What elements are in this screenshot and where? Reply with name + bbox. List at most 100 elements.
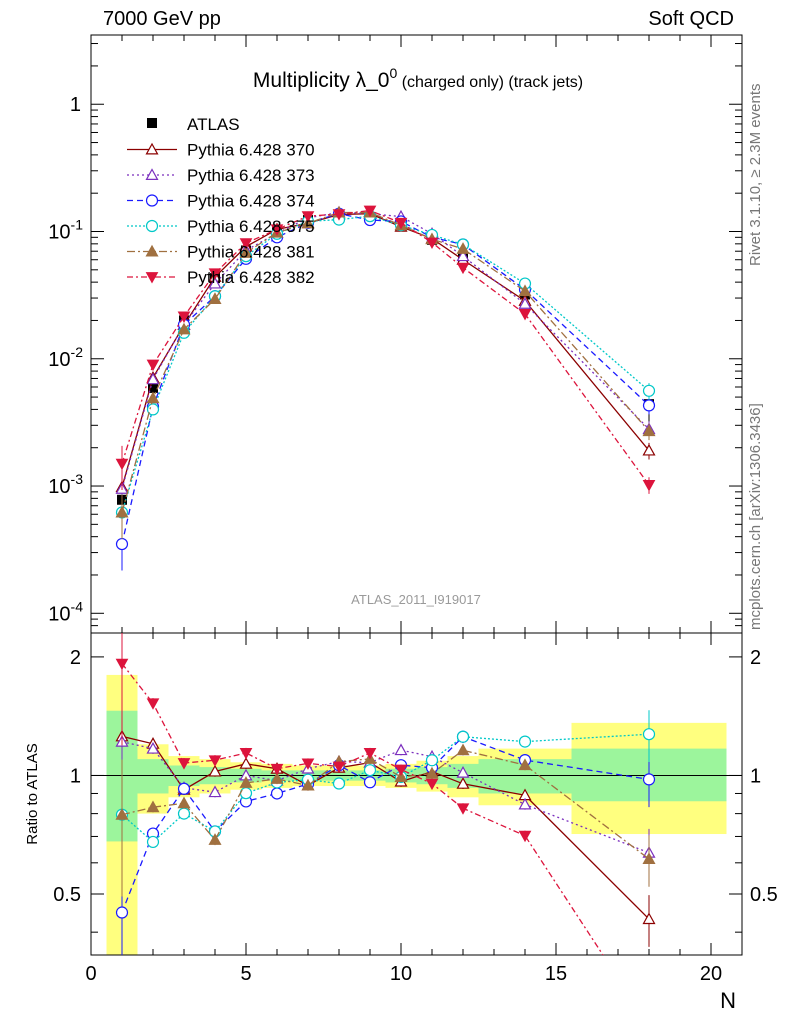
series-ratio-point bbox=[208, 785, 222, 798]
chart-title-main: Multiplicity λ_0 bbox=[253, 69, 390, 92]
series-data-point bbox=[456, 262, 470, 275]
series-ratio-point bbox=[177, 796, 191, 809]
tick-base: 10 bbox=[48, 603, 70, 625]
legend-marker bbox=[145, 168, 159, 180]
series-ratio-point bbox=[394, 764, 408, 777]
series-ratio-point bbox=[518, 758, 532, 771]
tick-exponent: -2 bbox=[71, 344, 84, 360]
tick-exponent: -4 bbox=[71, 598, 84, 614]
series-ratio-point bbox=[115, 807, 129, 820]
x-tick-label: 5 bbox=[240, 963, 251, 985]
series-data-point bbox=[456, 249, 470, 262]
x-tick-label: 0 bbox=[85, 963, 96, 985]
series-data-point bbox=[642, 384, 656, 397]
series-ratio-point bbox=[239, 787, 253, 800]
legend-label: Pythia 6.428 382 bbox=[187, 268, 315, 287]
legend-label: Pythia 6.428 374 bbox=[187, 192, 315, 211]
chart-title-superscript: 0 bbox=[389, 65, 397, 81]
series-ratio-point bbox=[146, 741, 160, 754]
series-data-point bbox=[518, 284, 532, 297]
series-line-ratio bbox=[121, 749, 650, 860]
series-data-point bbox=[146, 359, 160, 372]
rivet-version-label: Rivet 3.1.10, ≥ 2.3M events bbox=[747, 83, 764, 267]
series-ratio-point bbox=[115, 658, 129, 671]
ratio-plot-frame bbox=[90, 632, 743, 956]
series-ratio-point bbox=[332, 777, 346, 790]
legend-marker bbox=[145, 244, 159, 257]
y-tick-label-ratio-left: 2 bbox=[70, 647, 81, 669]
series-data-point bbox=[456, 242, 470, 254]
series-ratio-point bbox=[208, 833, 222, 845]
series-data-point bbox=[177, 311, 191, 323]
series-data-point bbox=[363, 205, 377, 218]
tick-exponent: -3 bbox=[71, 471, 84, 487]
series-ratio-point bbox=[208, 764, 222, 777]
series-data-point bbox=[115, 505, 129, 518]
legend-label: Pythia 6.428 375 bbox=[187, 217, 315, 236]
collision-energy-label: 7000 GeV pp bbox=[103, 8, 221, 30]
y-tick-label-ratio-right: 1 bbox=[750, 765, 761, 787]
series-ratio-point bbox=[270, 772, 284, 784]
series-ratio-point bbox=[642, 773, 656, 786]
x-tick-label: 20 bbox=[700, 963, 722, 985]
series-ratio-point bbox=[425, 754, 439, 767]
series-ratio-point bbox=[456, 730, 470, 743]
legend-marker bbox=[145, 194, 159, 207]
x-tick-label: 10 bbox=[390, 963, 412, 985]
series-ratio-point bbox=[456, 803, 470, 815]
series-data-point bbox=[208, 276, 222, 289]
series-line-main bbox=[121, 213, 650, 545]
series-data-point bbox=[115, 458, 129, 471]
series-data-point bbox=[332, 209, 346, 221]
y-tick-label-main: 10-4 bbox=[48, 598, 83, 625]
series-data-point bbox=[301, 216, 315, 229]
series-ratio-point bbox=[456, 766, 470, 778]
legend-marker bbox=[145, 219, 159, 233]
legend-label: Pythia 6.428 381 bbox=[187, 243, 315, 262]
series-main-5 bbox=[115, 205, 656, 494]
series-data-point bbox=[642, 399, 656, 412]
series-data-point bbox=[208, 292, 222, 304]
series-line-ratio bbox=[121, 663, 604, 955]
series-ratio-point bbox=[518, 830, 532, 843]
series-ratio-point bbox=[177, 782, 191, 795]
series-ratio-point bbox=[115, 906, 129, 919]
legend-label-reference: ATLAS bbox=[187, 115, 240, 134]
reference-series-points bbox=[117, 212, 654, 562]
y-tick-label-ratio-right: 0.5 bbox=[750, 884, 778, 906]
series-ratio-point bbox=[363, 776, 377, 789]
legend-marker-reference bbox=[147, 118, 157, 128]
series-ratio-point bbox=[425, 766, 439, 779]
series-ratio-point bbox=[270, 763, 284, 776]
series-ratio-point bbox=[518, 797, 532, 810]
series-ratio-point bbox=[518, 735, 532, 748]
series-data-point bbox=[115, 537, 129, 551]
series-ratio-point bbox=[394, 770, 408, 782]
series-ratio-point bbox=[177, 807, 191, 820]
x-tick-label: 15 bbox=[545, 963, 567, 985]
series-data-point bbox=[642, 480, 656, 492]
series-data-point bbox=[177, 322, 191, 335]
series-ratio-point bbox=[363, 748, 377, 760]
legend-marker bbox=[145, 272, 159, 284]
process-label: Soft QCD bbox=[648, 8, 734, 30]
series-ratio-point bbox=[394, 743, 408, 756]
series-line-ratio bbox=[121, 735, 650, 913]
tick-base: 10 bbox=[48, 476, 70, 498]
series-data-point bbox=[425, 237, 439, 249]
series-data-point bbox=[394, 217, 408, 230]
series-ratio-point bbox=[239, 776, 253, 788]
series-ratio-point bbox=[301, 778, 315, 791]
series-ratio-point bbox=[177, 758, 191, 770]
series-ratio-point bbox=[456, 743, 470, 756]
y-tick-label-main: 10-1 bbox=[48, 217, 83, 244]
ratio-axis-label: Ratio to ATLAS bbox=[24, 743, 41, 844]
y-tick-label-main: 10-2 bbox=[48, 344, 83, 371]
legend-label: Pythia 6.428 370 bbox=[187, 141, 315, 160]
series-ratio-point bbox=[208, 755, 222, 767]
y-tick-label-ratio-left: 0.5 bbox=[53, 884, 81, 906]
chart-title-suffix: (charged only) (track jets) bbox=[397, 74, 583, 91]
x-axis-label: N bbox=[720, 988, 736, 1013]
series-ratio-point bbox=[425, 778, 439, 791]
